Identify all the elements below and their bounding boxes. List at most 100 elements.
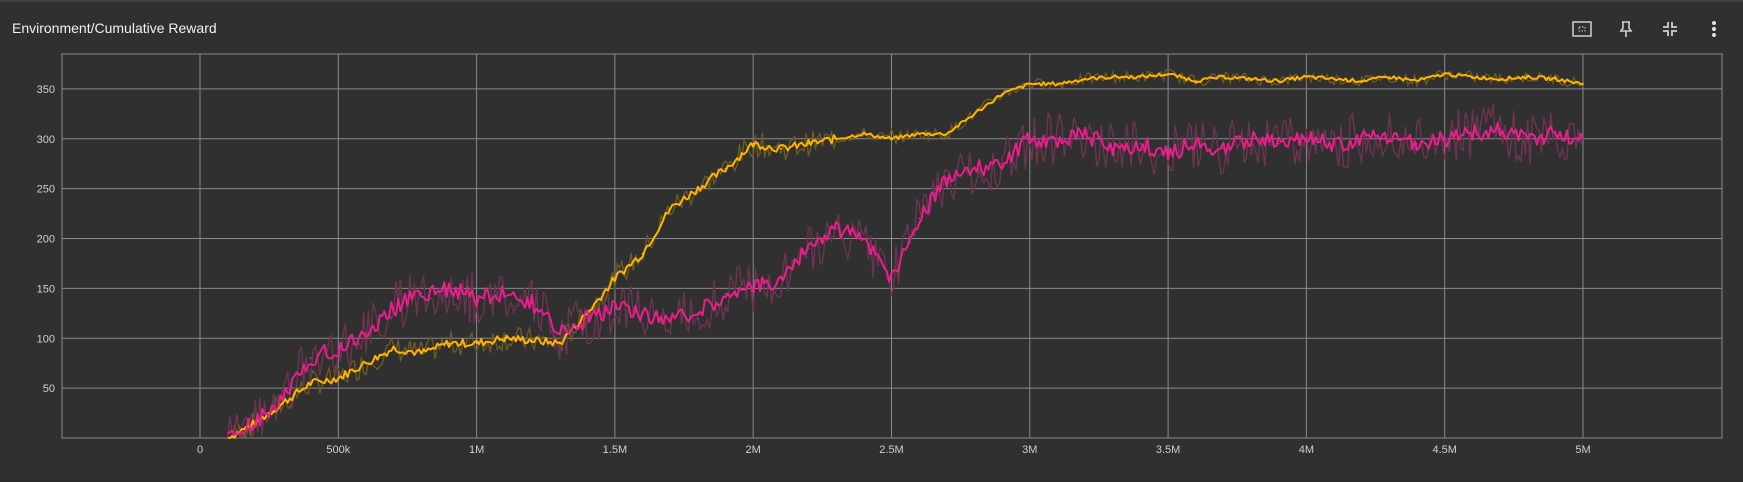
raw-lines-layer [227, 68, 1584, 440]
series-point [309, 357, 312, 360]
series-point [1001, 162, 1004, 165]
y-tick-label: 50 [43, 383, 55, 395]
series-point [1277, 80, 1280, 82]
series-point [1388, 137, 1391, 140]
series-point [1056, 137, 1059, 140]
x-tick-label: 0 [197, 444, 203, 456]
fit-domain-icon[interactable] [1571, 18, 1593, 40]
series-point [420, 292, 423, 295]
series-point [1028, 83, 1031, 85]
series-point [1443, 73, 1446, 75]
series-point [531, 302, 533, 305]
series-point [1333, 78, 1335, 80]
series-point [696, 312, 699, 315]
series-point [226, 437, 229, 439]
x-tick-label: 4.5M [1432, 444, 1456, 456]
y-tick-label: 150 [37, 283, 55, 295]
series-point [641, 252, 644, 255]
series-point [945, 132, 948, 135]
series-point [807, 247, 810, 250]
series-point [835, 137, 838, 140]
series-point [890, 137, 893, 140]
series-point [1084, 78, 1087, 80]
series-point [1111, 76, 1114, 78]
series-point [1305, 76, 1308, 78]
x-tick-label: 4M [1299, 444, 1314, 456]
series-point [669, 317, 672, 320]
series-point [586, 317, 589, 320]
series-point [558, 332, 561, 335]
series-point [641, 312, 644, 315]
axis-layer: 0 500k 1M 1.5M 2M 2.5M 3M 3.5M 4M 4.5M 5M 50 100 150 2… [37, 84, 1591, 456]
series-point [365, 332, 367, 335]
chart-title: Environment/Cumulative Reward [12, 20, 217, 36]
series-point [531, 339, 533, 342]
pin-icon[interactable] [1615, 18, 1637, 40]
series-point [586, 312, 589, 315]
series-point [1360, 137, 1363, 140]
series-point [1526, 76, 1529, 78]
series-point [1167, 73, 1169, 75]
series-point [448, 287, 450, 290]
series-point [918, 217, 921, 220]
series-point [309, 382, 312, 385]
series-point [1333, 142, 1335, 145]
series-point [1554, 78, 1557, 80]
series-point [254, 422, 257, 424]
series-point [1222, 76, 1225, 78]
series-point [973, 167, 976, 170]
series-point [835, 227, 838, 230]
y-tick-label: 100 [37, 333, 55, 345]
series-point [1499, 127, 1501, 130]
x-tick-label: 2M [746, 444, 761, 456]
series-point [1194, 80, 1197, 82]
series-point [1250, 137, 1252, 140]
series-point [1167, 152, 1169, 155]
series-layer [226, 72, 1584, 439]
series-point [918, 132, 921, 135]
x-tick-label: 3.5M [1156, 444, 1180, 456]
series-point [807, 142, 810, 145]
x-tick-label: 1M [469, 444, 484, 456]
series-line [227, 72, 1584, 439]
series-point [669, 207, 672, 210]
series-point [1526, 137, 1529, 140]
series-point [392, 347, 395, 350]
y-tick-label: 200 [37, 234, 55, 246]
series-point [1001, 92, 1004, 95]
series-point [475, 342, 478, 345]
series-point [503, 337, 506, 340]
series-point [254, 422, 257, 424]
y-tick-label: 250 [37, 184, 55, 196]
series-point [779, 277, 782, 280]
series-point [1084, 132, 1087, 135]
series-point [973, 112, 976, 115]
series-point [1194, 142, 1197, 145]
series-point [1499, 78, 1501, 80]
grid-layer [61, 53, 1723, 439]
series-point [614, 277, 616, 280]
series-point [1416, 80, 1418, 82]
series-point [945, 177, 948, 180]
series-point [696, 187, 699, 190]
series-point [1222, 147, 1225, 150]
series-point [1443, 137, 1446, 140]
more-vert-icon[interactable] [1703, 18, 1725, 40]
series-point [1388, 76, 1391, 78]
series-point [1582, 83, 1584, 85]
series-point [1139, 76, 1142, 78]
series-point [1471, 132, 1474, 135]
series-point [1471, 76, 1474, 78]
series-point [337, 377, 340, 380]
series-point [724, 292, 727, 295]
chart-toolbar [1571, 18, 1725, 40]
series-point [779, 147, 782, 150]
series-point [1360, 80, 1363, 82]
fullscreen-exit-icon[interactable] [1659, 18, 1681, 40]
y-tick-label: 350 [37, 84, 55, 96]
series-point [282, 402, 284, 404]
series-point [448, 342, 450, 345]
series-point [1305, 137, 1308, 140]
x-tick-label: 5M [1575, 444, 1590, 456]
